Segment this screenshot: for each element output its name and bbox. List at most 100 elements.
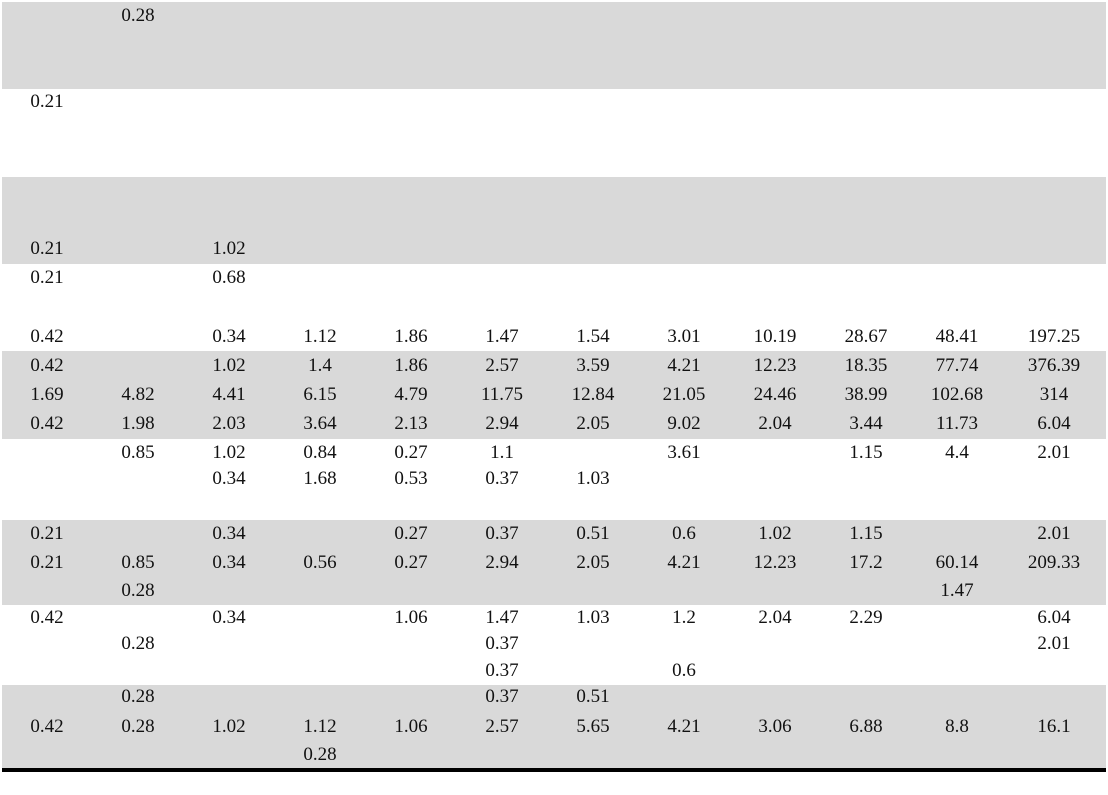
- table-row: 0.28: [0, 6, 1108, 26]
- table-cell: 21.05: [662, 384, 706, 405]
- table-cell: 0.21: [30, 267, 64, 288]
- table-cell: 0.27: [394, 442, 428, 463]
- table-cell: 1.54: [576, 326, 610, 347]
- table-cell: 16.1: [1037, 716, 1071, 737]
- table-bottom-rule: [2, 768, 1106, 772]
- table-cell: 1.03: [576, 607, 610, 628]
- table-cell: 376.39: [1027, 355, 1081, 376]
- table-cell: 3.59: [576, 355, 610, 376]
- table-cell: 2.03: [212, 413, 246, 434]
- table-cell: 1.47: [940, 580, 974, 601]
- table-cell: 4.41: [212, 384, 246, 405]
- shaded-row-band: [2, 351, 1106, 439]
- table-cell: 77.74: [935, 355, 979, 376]
- table-row: 1.69 4.82 4.41 6.15 4.79 11.75 12.84 21.05 24.46…: [0, 385, 1108, 405]
- table-cell: 28.67: [844, 326, 888, 347]
- table-cell: 2.04: [758, 607, 792, 628]
- table-cell: 1.86: [394, 355, 428, 376]
- table-cell: 3.06: [758, 716, 792, 737]
- table-cell: 0.34: [212, 523, 246, 544]
- table-cell: 0.42: [30, 326, 64, 347]
- table-cell: 6.88: [849, 716, 883, 737]
- table-cell: 0.34: [212, 607, 246, 628]
- table-cell: 0.37: [485, 523, 519, 544]
- table-cell: 8.8: [945, 716, 969, 737]
- table-cell: 1.06: [394, 607, 428, 628]
- table-row: 0.21 0.34 0.27 0.37 0.51 0.6 1.02 1.15 2.01: [0, 524, 1108, 544]
- table-row: 0.85 1.02 0.84 0.27 1.1 3.61 1.15 4.4 2.01: [0, 443, 1108, 463]
- table-cell: 6.15: [303, 384, 337, 405]
- shaded-row-band: [2, 685, 1106, 768]
- table-cell: 0.28: [121, 5, 155, 26]
- table-cell: 17.2: [849, 552, 883, 573]
- table-cell: 0.28: [121, 633, 155, 654]
- table-cell: 0.42: [30, 607, 64, 628]
- table-cell: 2.94: [485, 413, 519, 434]
- table-cell: 0.37: [485, 633, 519, 654]
- table-cell: 0.27: [394, 523, 428, 544]
- table-cell: 3.64: [303, 413, 337, 434]
- table-row: 0.28 1.47: [0, 581, 1108, 601]
- shaded-row-band: [2, 2, 1106, 89]
- table-cell: 9.02: [667, 413, 701, 434]
- table-cell: 12.23: [753, 552, 797, 573]
- table-row: 0.42 0.28 1.02 1.12 1.06 2.57 5.65 4.21 3.06 6.88…: [0, 717, 1108, 737]
- table-cell: 0.28: [121, 686, 155, 707]
- table-cell: 1.98: [121, 413, 155, 434]
- table-cell: 60.14: [935, 552, 979, 573]
- table-cell: 10.19: [753, 326, 797, 347]
- table-cell: 3.01: [667, 326, 701, 347]
- table-cell: 0.85: [121, 552, 155, 573]
- table-cell: 0.28: [121, 716, 155, 737]
- table-cell: 1.86: [394, 326, 428, 347]
- table-cell: 48.41: [935, 326, 979, 347]
- table-cell: 4.79: [394, 384, 428, 405]
- table-cell: 4.4: [945, 442, 969, 463]
- table-cell: 1.03: [576, 468, 610, 489]
- table-cell: 0.21: [30, 238, 64, 259]
- table-cell: 0.27: [394, 552, 428, 573]
- table-row: 0.28 0.37 0.51: [0, 687, 1108, 707]
- table-cell: 2.01: [1037, 523, 1071, 544]
- table-cell: 2.01: [1037, 442, 1071, 463]
- table-row: 0.42 1.02 1.4 1.86 2.57 3.59 4.21 12.23 18.35 77.…: [0, 356, 1108, 376]
- table-cell: 4.82: [121, 384, 155, 405]
- table-cell: 0.34: [212, 326, 246, 347]
- table-cell: 2.29: [849, 607, 883, 628]
- table-cell: 11.73: [935, 413, 979, 434]
- table-cell: 11.75: [480, 384, 524, 405]
- table-cell: 18.35: [844, 355, 888, 376]
- table-cell: 197.25: [1027, 326, 1081, 347]
- table-cell: 1.02: [212, 355, 246, 376]
- table-cell: 314: [1039, 384, 1069, 405]
- table-cell: 1.68: [303, 468, 337, 489]
- shaded-row-band: [2, 520, 1106, 605]
- table-cell: 1.69: [30, 384, 64, 405]
- table-row: 0.21 0.85 0.34 0.56 0.27 2.94 2.05 4.21 12.23 17.…: [0, 553, 1108, 573]
- table-cell: 1.02: [212, 238, 246, 259]
- table-cell: 1.47: [485, 326, 519, 347]
- table-cell: 2.04: [758, 413, 792, 434]
- table-cell: 0.34: [212, 552, 246, 573]
- table-cell: 102.68: [930, 384, 984, 405]
- table-row: 0.42 0.34 1.06 1.47 1.03 1.2 2.04 2.29 6.04: [0, 608, 1108, 628]
- table-cell: 2.05: [576, 552, 610, 573]
- table-cell: 12.23: [753, 355, 797, 376]
- table-cell: 0.85: [121, 442, 155, 463]
- table-cell: 0.21: [30, 523, 64, 544]
- table-cell: 1.02: [212, 716, 246, 737]
- table-cell: 0.42: [30, 716, 64, 737]
- table-cell: 12.84: [571, 384, 615, 405]
- table-cell: 0.37: [485, 468, 519, 489]
- table-cell: 6.04: [1037, 413, 1071, 434]
- table-row: 0.28 0.37 2.01: [0, 634, 1108, 654]
- table-cell: 4.21: [667, 552, 701, 573]
- table-cell: 1.15: [849, 523, 883, 544]
- table-cell: 1.2: [672, 607, 696, 628]
- table-cell: 0.56: [303, 552, 337, 573]
- table-cell: 2.01: [1037, 633, 1071, 654]
- table-cell: 0.21: [30, 552, 64, 573]
- table-cell: 3.44: [849, 413, 883, 434]
- table-cell: 2.94: [485, 552, 519, 573]
- table-row: 0.21 0.68: [0, 268, 1108, 288]
